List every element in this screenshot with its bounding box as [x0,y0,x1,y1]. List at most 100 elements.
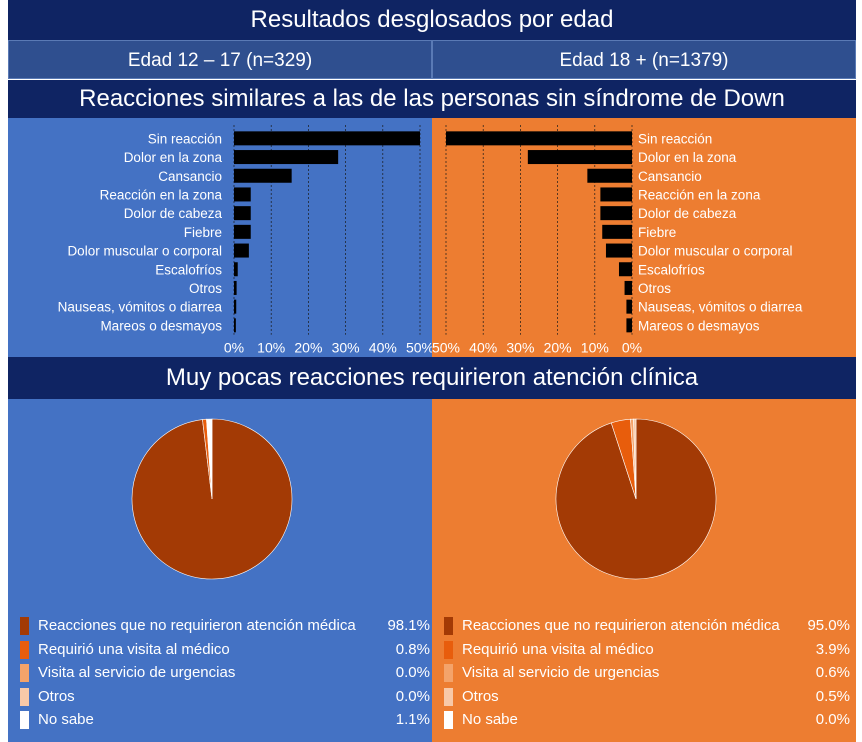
legend-value: 0.0% [395,687,430,705]
x-tick-label: 10% [257,340,285,356]
legend-item: Requirió una visita al médico 3.9% [444,639,854,661]
legend-swatch [444,687,453,706]
age-group-18-plus-header: Edad 18 + (n=1379) [432,40,856,79]
age-group-12-17-header: Edad 12 – 17 (n=329) [8,40,432,79]
bar [600,187,632,202]
bar [234,206,251,221]
category-label: Reacción en la zona [100,187,223,202]
category-label: Mareos o desmayos [100,318,222,333]
x-tick-label: 30% [332,340,360,356]
x-tick-label: 40% [369,340,397,356]
pie-chart-12-17 [131,418,293,580]
bar [234,280,237,295]
legend-label: Otros [38,687,75,705]
legend-swatch [20,711,29,729]
category-label: Mareos o desmayos [638,318,760,333]
bar [234,318,236,333]
legend-swatch [444,664,453,682]
legend-label: No sabe [462,711,518,728]
pie-chart-panel-18-plus: Reacciones que no requirieron atención m… [432,399,856,742]
x-tick-label: 30% [506,340,534,356]
legend-item: No sabe 0.0% [444,709,854,731]
legend-item: No sabe 1.1% [20,709,430,731]
legend-value: 95.0% [807,617,850,634]
bar [600,206,632,221]
legend-value: 0.0% [395,664,430,681]
category-label: Otros [189,281,222,296]
bar [602,224,632,239]
pie-chart-panel-12-17: Reacciones que no requirieron atención m… [8,399,432,742]
pie-slice [633,418,637,500]
bar-chart-18-plus: 50% 40% 30% 20% 10% 0% Sin reacción Dolor en la… [432,125,803,356]
legend-swatch [20,687,29,706]
legend-label: Requirió una visita al médico [38,640,230,658]
legend-item: Otros 0.0% [20,686,430,708]
legend-item: Requirió una visita al médico 0.8% [20,639,430,661]
category-label: Escalofríos [638,262,705,277]
bar [446,131,632,146]
category-label: Otros [638,281,671,296]
legend-value: 0.8% [395,640,430,658]
bar-chart-12-17: 0% 10% 20% 30% 40% 50% Sin reacción Dolor en la… [58,125,432,356]
section-reactions-title: Reacciones similares a las de las person… [8,80,856,118]
legend-label: Requirió una visita al médico [462,640,654,658]
legend-value: 0.6% [815,664,850,681]
bar [587,168,632,183]
bar [605,243,632,258]
category-label: Sin reacción [148,131,222,146]
x-tick-label: 40% [469,340,497,356]
x-tick-label: 0% [622,340,642,356]
bar [234,262,238,277]
pie-legend-18-plus: Reacciones que no requirieron atención m… [444,615,854,735]
bar [234,131,420,146]
page-title: Resultados desglosados por edad [8,0,856,40]
category-label: Cansancio [158,169,222,184]
pie-chart-18-plus [555,418,717,580]
bar [234,150,339,165]
category-label: Dolor muscular o corporal [67,244,222,259]
category-label: Dolor muscular o corporal [638,244,793,259]
category-label: Dolor de cabeza [638,206,737,221]
pie-slice [206,418,213,500]
bar [234,187,251,202]
legend-value: 0.0% [815,711,850,728]
legend-item: Visita al servicio de urgencias 0.0% [20,662,430,684]
legend-swatch [444,617,453,635]
section-clinical-title: Muy pocas reacciones requirieron atenció… [8,357,856,399]
legend-swatch [20,664,29,682]
legend-item: Reacciones que no requirieron atención m… [444,615,854,637]
bar [527,150,632,165]
category-label: Dolor en la zona [124,150,223,165]
legend-value: 3.9% [815,640,850,658]
category-label: Dolor de cabeza [124,206,223,221]
bar [626,318,632,333]
bar [618,262,632,277]
category-label: Reacción en la zona [638,187,761,202]
category-label: Nauseas, vómitos o diarrea [638,300,803,315]
legend-label: Visita al servicio de urgencias [38,664,236,681]
legend-label: Reacciones que no requirieron atención m… [38,617,356,634]
legend-item: Otros 0.5% [444,686,854,708]
category-label: Sin reacción [638,131,712,146]
legend-value: 1.1% [395,711,430,728]
legend-label: Otros [462,687,499,705]
x-tick-label: 10% [581,340,609,356]
legend-value: 0.5% [815,687,850,705]
legend-label: Visita al servicio de urgencias [462,664,660,681]
legend-label: Reacciones que no requirieron atención m… [462,617,780,634]
bar [234,168,292,183]
category-label: Cansancio [638,169,702,184]
x-tick-label: 50% [432,340,460,356]
pie-legend-12-17: Reacciones que no requirieron atención m… [20,615,430,735]
x-tick-label: 50% [406,340,432,356]
legend-swatch [444,711,453,729]
legend-label: No sabe [38,711,94,728]
legend-value: 98.1% [387,617,430,634]
bar [624,280,632,295]
legend-swatch [20,640,29,659]
bar-chart-panel-12-17: 0% 10% 20% 30% 40% 50% Sin reacción Dolor en la… [8,118,432,357]
category-label: Dolor en la zona [638,150,737,165]
legend-item: Reacciones que no requirieron atención m… [20,615,430,637]
category-label: Fiebre [638,225,676,240]
legend-swatch [20,617,29,635]
